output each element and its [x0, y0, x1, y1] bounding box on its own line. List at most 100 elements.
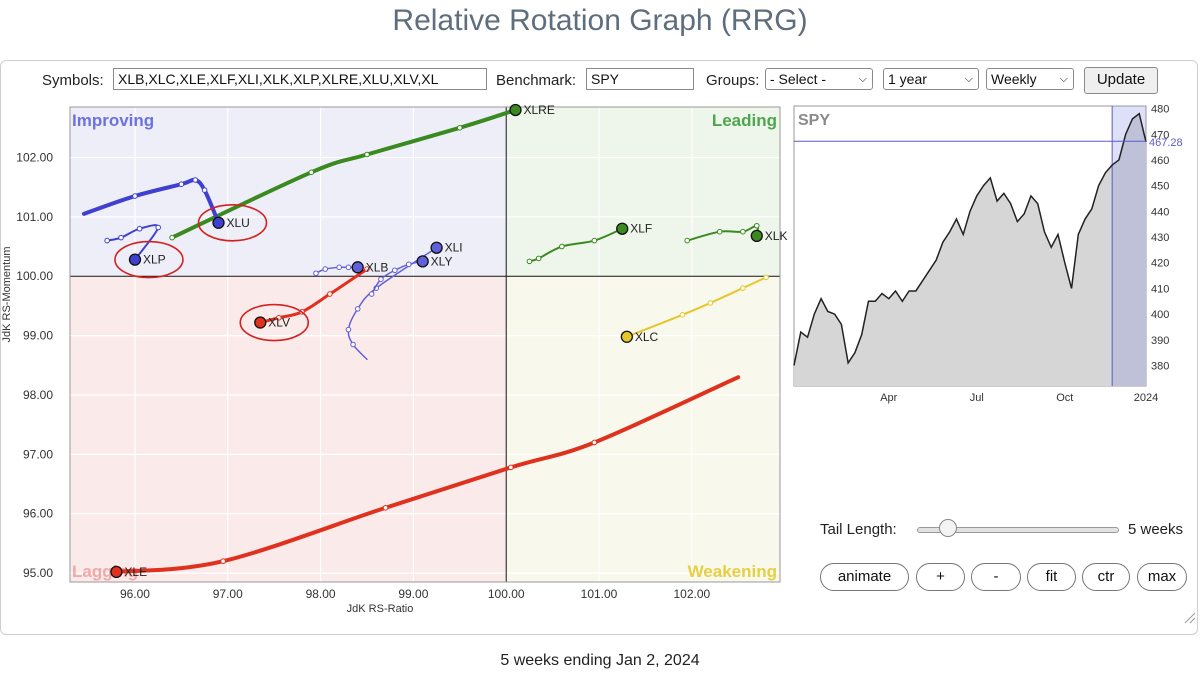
max-button[interactable]: max	[1137, 563, 1187, 591]
x-tick-label: 98.00	[306, 587, 336, 601]
head-point-xlf	[616, 222, 629, 235]
x-tick-label: 97.00	[213, 587, 243, 601]
y-tick-label: 99.00	[23, 329, 53, 343]
fit-button[interactable]: fit	[1027, 563, 1076, 591]
x-tick-label: 100.00	[488, 587, 525, 601]
tail-point-xlv	[327, 291, 333, 297]
resize-handle-icon[interactable]	[1184, 612, 1196, 624]
y-tick-label: 96.00	[23, 507, 53, 521]
tail-point-xlk	[753, 222, 760, 229]
benchmark-x-tick-label: 2024	[1134, 392, 1158, 404]
head-point-xlp	[128, 253, 142, 266]
groups-label: Groups:	[706, 72, 760, 89]
head-point-xle	[110, 565, 123, 579]
benchmark-y-tick-label: 430	[1151, 232, 1169, 244]
tail-point-xlv	[276, 314, 282, 321]
tail-point-xlv	[364, 266, 370, 272]
tail-line-xlre	[170, 107, 518, 240]
tail-point-xlb	[336, 264, 342, 271]
tail-length-value: 5 weeks	[1128, 521, 1184, 538]
update-button[interactable]: Update	[1084, 67, 1158, 94]
series-label-xlv: XLV	[268, 316, 290, 330]
highlight-ring-xlv	[239, 303, 310, 342]
tail-period-highlight	[1112, 106, 1146, 386]
benchmark-y-tick-label: 410	[1151, 283, 1169, 295]
head-point-xly	[416, 255, 429, 268]
symbols-input[interactable]: XLB,XLC,XLE,XLF,XLI,XLK,XLP,XLRE,XLU,XLV…	[113, 68, 487, 90]
period-select[interactable]: 1 year ⌵	[883, 68, 979, 90]
page-title: Relative Rotation Graph (RRG)	[392, 4, 808, 37]
center-button[interactable]: ctr	[1082, 563, 1130, 591]
quadrant-label-improving: Improving	[72, 111, 154, 130]
tail-point-xlc	[707, 300, 714, 306]
y-axis-title: JdK RS-Momentum	[1, 247, 13, 343]
benchmark-x-tick-label: Oct	[1056, 392, 1073, 404]
tail-point-xlb	[345, 264, 352, 271]
tail-point-xlk	[740, 228, 746, 235]
interval-select[interactable]: Weekly ⌵	[986, 68, 1074, 90]
tail-line-xle	[114, 375, 741, 574]
tail-length-track[interactable]	[917, 527, 1119, 533]
weakening-quadrant	[506, 276, 780, 582]
x-axis-title: JdK RS-Ratio	[347, 603, 414, 615]
benchmark-y-tick-label: 470	[1151, 129, 1169, 141]
benchmark-input[interactable]: SPY	[586, 68, 694, 90]
head-point-xlre	[509, 103, 522, 117]
head-point-xlv	[254, 316, 267, 329]
series-label-xli: XLI	[445, 241, 463, 255]
chevron-down-icon: ⌵	[858, 73, 867, 85]
animate-button[interactable]: animate	[820, 563, 909, 591]
period-select-value: 1 year	[888, 71, 927, 87]
tail-point-xly	[392, 267, 398, 274]
head-point-xlc	[620, 330, 634, 343]
groups-select[interactable]: - Select - ⌵	[765, 68, 873, 90]
x-tick-label: 102.00	[673, 587, 710, 601]
tail-point-xlu	[201, 187, 208, 193]
tail-point-xli	[345, 326, 352, 333]
tail-point-xlk	[716, 228, 723, 235]
rrg-chart[interactable]: 96.00 97.00 98.00 99.00 100.00 101.00 102.00 95…	[0, 100, 790, 630]
tail-point-xlc	[679, 312, 686, 318]
tail-point-xlre	[457, 124, 463, 131]
head-point-xlk	[750, 229, 763, 242]
highlight-ring-xlp	[114, 240, 184, 279]
tail-point-xlf	[559, 243, 565, 250]
tail-point-xlc	[763, 274, 769, 281]
tail-point-xlre	[308, 169, 315, 176]
tail-point-xly	[368, 291, 375, 297]
tail-point-xlp	[155, 224, 161, 231]
benchmark-label: Benchmark:	[496, 72, 577, 89]
tail-length-slider-thumb[interactable]	[939, 519, 957, 537]
tail-point-xlre	[364, 151, 370, 158]
tail-point-xlp	[104, 237, 110, 244]
chevron-down-icon: ⌵	[964, 73, 973, 85]
y-tick-label: 101.00	[16, 210, 53, 224]
series-label-xlp: XLP	[143, 253, 166, 267]
tail-point-xlf	[526, 258, 533, 265]
plot-frame	[69, 106, 781, 583]
benchmark-title: SPY	[798, 112, 830, 129]
benchmark-chart: 467.28 380 390 400 410 420 430 440 450 460 470 480 A…	[793, 104, 1183, 404]
symbols-label: Symbols:	[42, 72, 104, 89]
benchmark-y-tick-label: 450	[1151, 181, 1169, 193]
benchmark-y-tick-label: 460	[1151, 155, 1169, 167]
x-tick-label: 96.00	[120, 587, 150, 601]
x-tick-label: 99.00	[398, 587, 428, 601]
tail-point-xli	[354, 306, 361, 312]
zoom-out-button[interactable]: -	[971, 563, 1021, 591]
head-point-xli	[430, 241, 443, 254]
head-point-xlb	[351, 261, 364, 274]
groups-select-value: - Select -	[770, 71, 827, 87]
quadrant-label-leading: Leading	[712, 111, 777, 130]
zoom-in-button[interactable]: +	[916, 563, 965, 591]
tail-point-xlu	[192, 177, 199, 183]
tail-point-xlu	[178, 181, 185, 187]
series-label-xlb: XLB	[366, 260, 389, 274]
benchmark-y-tick-label: 400	[1151, 309, 1169, 321]
tail-point-xle	[508, 464, 514, 471]
y-tick-label: 95.00	[23, 566, 53, 580]
tail-point-xlp	[118, 234, 124, 241]
benchmark-area	[794, 113, 1146, 386]
lagging-quadrant	[70, 276, 507, 582]
series-label-xlk: XLK	[765, 229, 788, 243]
